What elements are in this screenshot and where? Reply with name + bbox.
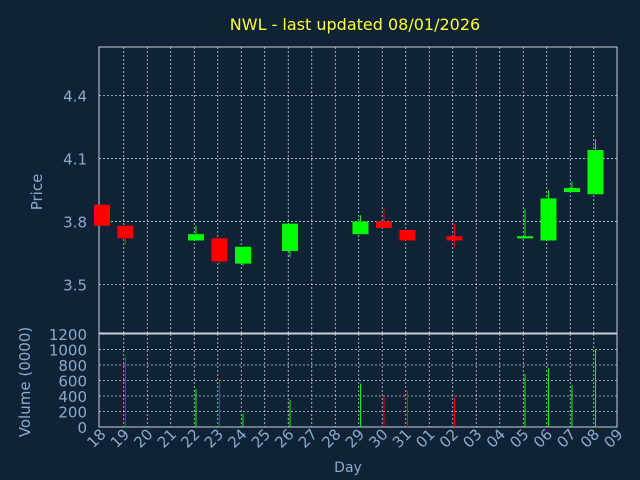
candle (235, 246, 251, 266)
day-axis-label: Day (334, 460, 362, 476)
price-tick-label: 4.1 (63, 150, 87, 168)
candle-body (376, 221, 392, 228)
candle (540, 190, 557, 241)
candle-body (211, 238, 228, 262)
candle (94, 204, 110, 226)
candle-body (587, 150, 604, 195)
volume-tick-label: 400 (58, 388, 87, 406)
candle-body (235, 246, 251, 264)
candle-body (517, 236, 533, 239)
candlestick-series (94, 139, 604, 266)
candle-body (564, 187, 580, 193)
volume-grid (98, 333, 618, 428)
candle (352, 215, 369, 235)
price-tick-label: 4.4 (63, 87, 87, 105)
candle (587, 139, 604, 195)
price-tick-labels: 3.5 3.8 4.1 4.4 (63, 87, 87, 294)
candle (446, 223, 463, 247)
volume-tick-label: 200 (58, 404, 87, 422)
price-grid (98, 46, 618, 334)
candle (376, 208, 392, 228)
candle-body (188, 234, 204, 241)
day-tick-labels: 1819202122232425262728293031010203040506… (83, 425, 626, 451)
price-axis-label: Price (28, 174, 46, 211)
volume-axis-label: Volume (0000) (16, 327, 34, 437)
candle-body (94, 204, 110, 226)
candle (188, 225, 204, 241)
candle (211, 238, 228, 264)
volume-tick-label: 800 (58, 357, 87, 375)
candle-body (540, 198, 557, 241)
volume-tick-label: 1000 (49, 342, 87, 360)
volume-bar-series (125, 349, 596, 427)
candle (399, 229, 416, 241)
volume-tick-label: 0 (77, 419, 87, 437)
price-tick-label: 3.5 (63, 277, 87, 295)
candle (117, 225, 134, 245)
candle (282, 223, 298, 258)
candle-body (446, 236, 463, 241)
chart-title: NWL - last updated 08/01/2026 (230, 15, 480, 34)
candle-body (352, 221, 369, 235)
candle-body (117, 225, 134, 239)
volume-tick-label: 600 (58, 373, 87, 391)
candle (517, 208, 533, 239)
candle (564, 181, 580, 193)
candle-body (282, 223, 298, 251)
price-tick-label: 3.8 (63, 214, 87, 232)
candle-body (399, 229, 416, 241)
volume-tick-label: 1200 (49, 326, 87, 344)
price-panel-frame (98, 46, 618, 334)
